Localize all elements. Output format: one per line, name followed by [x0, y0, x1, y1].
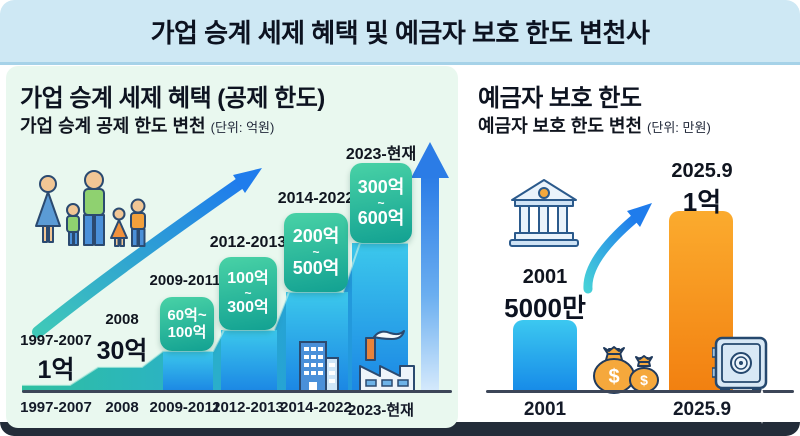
period-label-2012-2013: 2012-2013 [209, 234, 287, 251]
range-line: 60억~ [167, 306, 207, 324]
dollar-symbol: $ [640, 372, 648, 388]
right-panel-unit: (단위: 만원) [647, 120, 711, 135]
left-panel-unit: (단위: 억원) [210, 120, 275, 135]
range-box-2023: 300억 ~ 600억 [350, 163, 412, 243]
range-line: 200억 [292, 226, 340, 247]
bar-label-year-2001: 2001 [522, 266, 568, 288]
range-tilde: ~ [244, 286, 252, 301]
bar-2001 [513, 320, 577, 392]
range-box-2014-2022: 200억 ~ 500억 [284, 213, 348, 292]
right-panel-subtitle-row: 예금자 보호 한도 변천 (단위: 만원) [478, 112, 711, 138]
range-line: 100억 [167, 324, 207, 341]
growth-arrow-icon-right [583, 203, 652, 294]
period-label-1997-2007: 1997-2007 [20, 332, 92, 349]
range-line: 300억 [357, 176, 405, 197]
safe-icon [712, 336, 768, 393]
x-tick-2023: 2023-현재 [348, 402, 414, 419]
growth-arrow-icon [32, 168, 262, 338]
range-tilde: ~ [312, 245, 320, 260]
x-tick-2014-2022: 2014-2022 [280, 399, 352, 416]
dollar-symbol: $ [608, 366, 619, 388]
bar-label-year-2025: 2025.9 [671, 160, 733, 182]
range-line: 300억 [227, 298, 269, 316]
family-icon [35, 170, 146, 247]
factory-icon [359, 330, 415, 393]
range-tilde: ~ [377, 195, 385, 210]
up-arrow-icon [411, 142, 449, 392]
left-panel-title: 가업 승계 세제 혜택 (공제 한도) [20, 85, 325, 112]
x-tick-2012-2013: 2012-2013 [212, 399, 284, 416]
range-line: 500억 [292, 257, 340, 278]
period-label-2023: 2023-현재 [345, 146, 417, 163]
right-panel-title: 예금자 보호 한도 [478, 85, 642, 112]
left-panel-subtitle-row: 가업 승계 공제 한도 변천 (단위: 억원) [20, 112, 274, 138]
x-tick-1997-2007: 1997-2007 [20, 399, 92, 416]
x-tick-2008: 2008 [105, 399, 139, 416]
range-box-2012-2013: 100억 ~ 300억 [219, 257, 277, 330]
x-tick-2009-2011: 2009-2011 [149, 399, 221, 416]
bar-label-value-5000man: 5000만 [504, 293, 586, 323]
period-label-2009-2011: 2009-2011 [149, 272, 221, 289]
left-panel-subtitle: 가업 승계 공제 한도 변천 [20, 116, 206, 136]
right-panel-subtitle: 예금자 보호 한도 변천 [478, 116, 643, 136]
left-x-axis [22, 390, 452, 393]
range-line: 100억 [227, 269, 269, 287]
range-box-2009-2011: 60억~ 100억 [160, 297, 214, 351]
office-building-icon [299, 341, 339, 393]
page-title: 가업 승계 세제 혜택 및 예금자 보호 한도 변천사 [150, 17, 650, 48]
x-tick-2001: 2001 [523, 399, 567, 420]
step-bar-2009-2011 [163, 351, 213, 392]
value-label-30eok: 30억 [96, 337, 148, 365]
bank-icon [509, 179, 579, 247]
header-band: 가업 승계 세제 혜택 및 예금자 보호 한도 변천사 [0, 0, 800, 65]
x-tick-2025-9: 2025.9 [672, 399, 732, 420]
period-label-2014-2022: 2014-2022 [277, 190, 355, 207]
right-x-axis [486, 390, 794, 393]
value-label-1eok: 1억 [37, 356, 75, 384]
bar-label-value-1eok: 1억 [682, 187, 722, 217]
period-label-2008: 2008 [105, 311, 139, 328]
step-bar-2012-2013 [221, 330, 277, 392]
range-line: 600억 [357, 208, 405, 229]
money-bags-icon: $ $ [593, 346, 659, 394]
